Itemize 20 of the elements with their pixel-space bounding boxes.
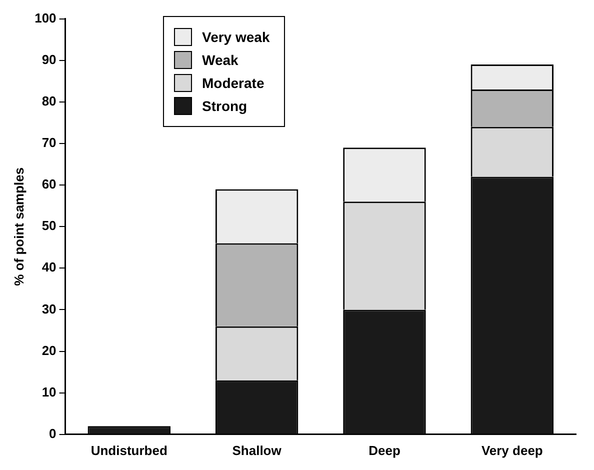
- y-tick-label: 10: [42, 384, 56, 400]
- y-tick-label: 80: [42, 94, 56, 108]
- x-tick-label: Deep: [368, 442, 400, 458]
- x-tick-label: Very deep: [481, 442, 543, 458]
- legend-label: Moderate: [202, 75, 264, 91]
- legend-label: Very weak: [202, 29, 270, 45]
- x-tick-label: Shallow: [232, 442, 282, 458]
- legend-label: Strong: [202, 98, 248, 114]
- y-tick-label: 90: [42, 52, 56, 67]
- y-axis-title: % of point samples: [11, 167, 26, 286]
- y-tick-label: 70: [42, 135, 56, 150]
- y-tick-label: 50: [42, 218, 56, 234]
- y-tick-label: 20: [42, 342, 56, 358]
- x-tick-label: Undisturbed: [90, 442, 168, 458]
- y-tick-label: 30: [42, 301, 56, 316]
- legend-label: Weak: [202, 52, 238, 68]
- y-tick-label: 40: [42, 260, 56, 275]
- y-tick-label: 60: [42, 176, 56, 192]
- y-tick-label: 100: [34, 10, 56, 26]
- y-tick-label: 0: [49, 426, 56, 441]
